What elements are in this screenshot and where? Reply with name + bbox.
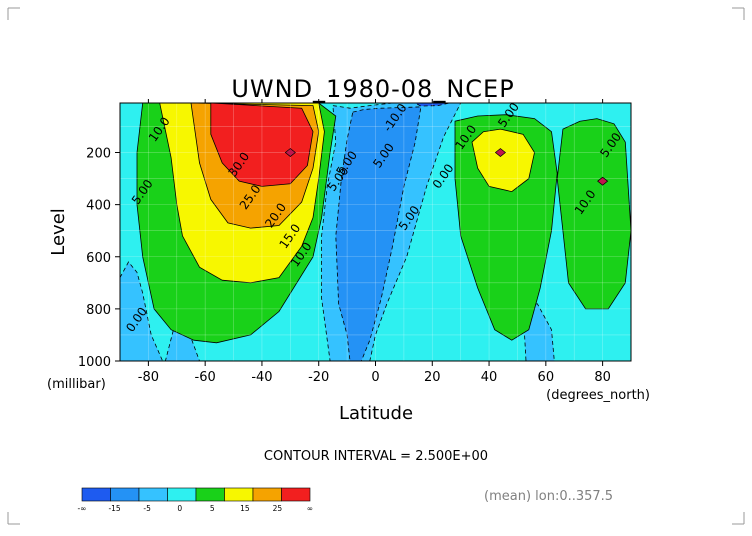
contour-fill-regions bbox=[120, 103, 631, 361]
x-tick-label: 60 bbox=[538, 370, 555, 385]
y-axis-units: (millibar) bbox=[47, 377, 106, 392]
y-tick-label: 800 bbox=[86, 303, 111, 318]
contour-region-6 bbox=[415, 103, 450, 107]
colorbar-swatch bbox=[110, 487, 140, 502]
x-axis-label: Latitude bbox=[339, 403, 413, 424]
chart-title: UWND_1980-08_NCEP bbox=[231, 75, 514, 103]
jet-maximum-marker bbox=[284, 148, 296, 157]
corner-mark-top-left bbox=[7, 7, 20, 20]
y-tick-label: 400 bbox=[86, 199, 111, 214]
colorbar: -∞ -15 -5 0 5 15 25 ∞ bbox=[78, 487, 313, 513]
x-tick-label: -80 bbox=[138, 370, 159, 385]
x-tick-label: 40 bbox=[481, 370, 498, 385]
corner-mark-top-right bbox=[732, 7, 745, 20]
x-tick-label: -60 bbox=[195, 370, 216, 385]
jet-maximum-marker bbox=[597, 176, 609, 186]
jet-maximum-marker bbox=[494, 148, 506, 157]
colorbar-swatch bbox=[138, 487, 168, 502]
x-tick-label: 80 bbox=[594, 370, 611, 385]
colorbar-tick-label: ∞ bbox=[307, 504, 313, 513]
x-tick-label: -40 bbox=[251, 370, 272, 385]
colorbar-tick-label: -5 bbox=[143, 504, 151, 513]
mean-longitude-footnote: (mean) lon:0..357.5 bbox=[484, 489, 613, 504]
contour-region-13 bbox=[471, 128, 535, 193]
corner-mark-bottom-right bbox=[732, 512, 745, 525]
x-tick-label: 0 bbox=[371, 370, 379, 385]
x-axis-units: (degrees_north) bbox=[546, 388, 650, 403]
jet-maxima-markers bbox=[284, 148, 609, 186]
colorbar-swatch bbox=[224, 487, 254, 502]
contour-region-14 bbox=[556, 118, 631, 310]
x-axis-ticks: -80 -60 -40 -20 0 20 40 60 80 bbox=[138, 99, 611, 385]
contour-interval-text: CONTOUR INTERVAL = 2.500E+00 bbox=[264, 449, 488, 464]
x-tick-label: -20 bbox=[308, 370, 329, 385]
y-tick-label: 1000 bbox=[78, 355, 111, 370]
corner-mark-bottom-left bbox=[7, 512, 20, 525]
y-axis-label: Level bbox=[48, 208, 69, 256]
contour-region-5 bbox=[335, 106, 422, 361]
colorbar-tick-label: -15 bbox=[108, 504, 120, 513]
colorbar-swatch bbox=[195, 487, 225, 502]
y-tick-label: 600 bbox=[86, 251, 111, 266]
colorbar-swatch bbox=[81, 487, 111, 502]
page-corner-marks bbox=[7, 7, 745, 525]
y-tick-label: 200 bbox=[86, 147, 111, 162]
colorbar-tick-label: 15 bbox=[240, 504, 250, 513]
colorbar-tick-label: 5 bbox=[210, 504, 215, 513]
contour-region-2 bbox=[120, 261, 164, 361]
colorbar-swatch bbox=[167, 487, 197, 502]
colorbar-tick-label: 0 bbox=[177, 504, 182, 513]
colorbar-tick-label: -∞ bbox=[78, 504, 87, 513]
colorbar-tick-label: 25 bbox=[273, 504, 283, 513]
contour-region-3 bbox=[164, 315, 200, 361]
colorbar-swatch bbox=[281, 487, 311, 502]
contour-region-11 bbox=[210, 103, 314, 187]
grid-lines bbox=[120, 103, 631, 361]
y-axis-ticks: 200 400 600 800 1000 bbox=[78, 147, 120, 370]
x-tick-label: 20 bbox=[424, 370, 441, 385]
colorbar-swatch bbox=[252, 487, 282, 502]
